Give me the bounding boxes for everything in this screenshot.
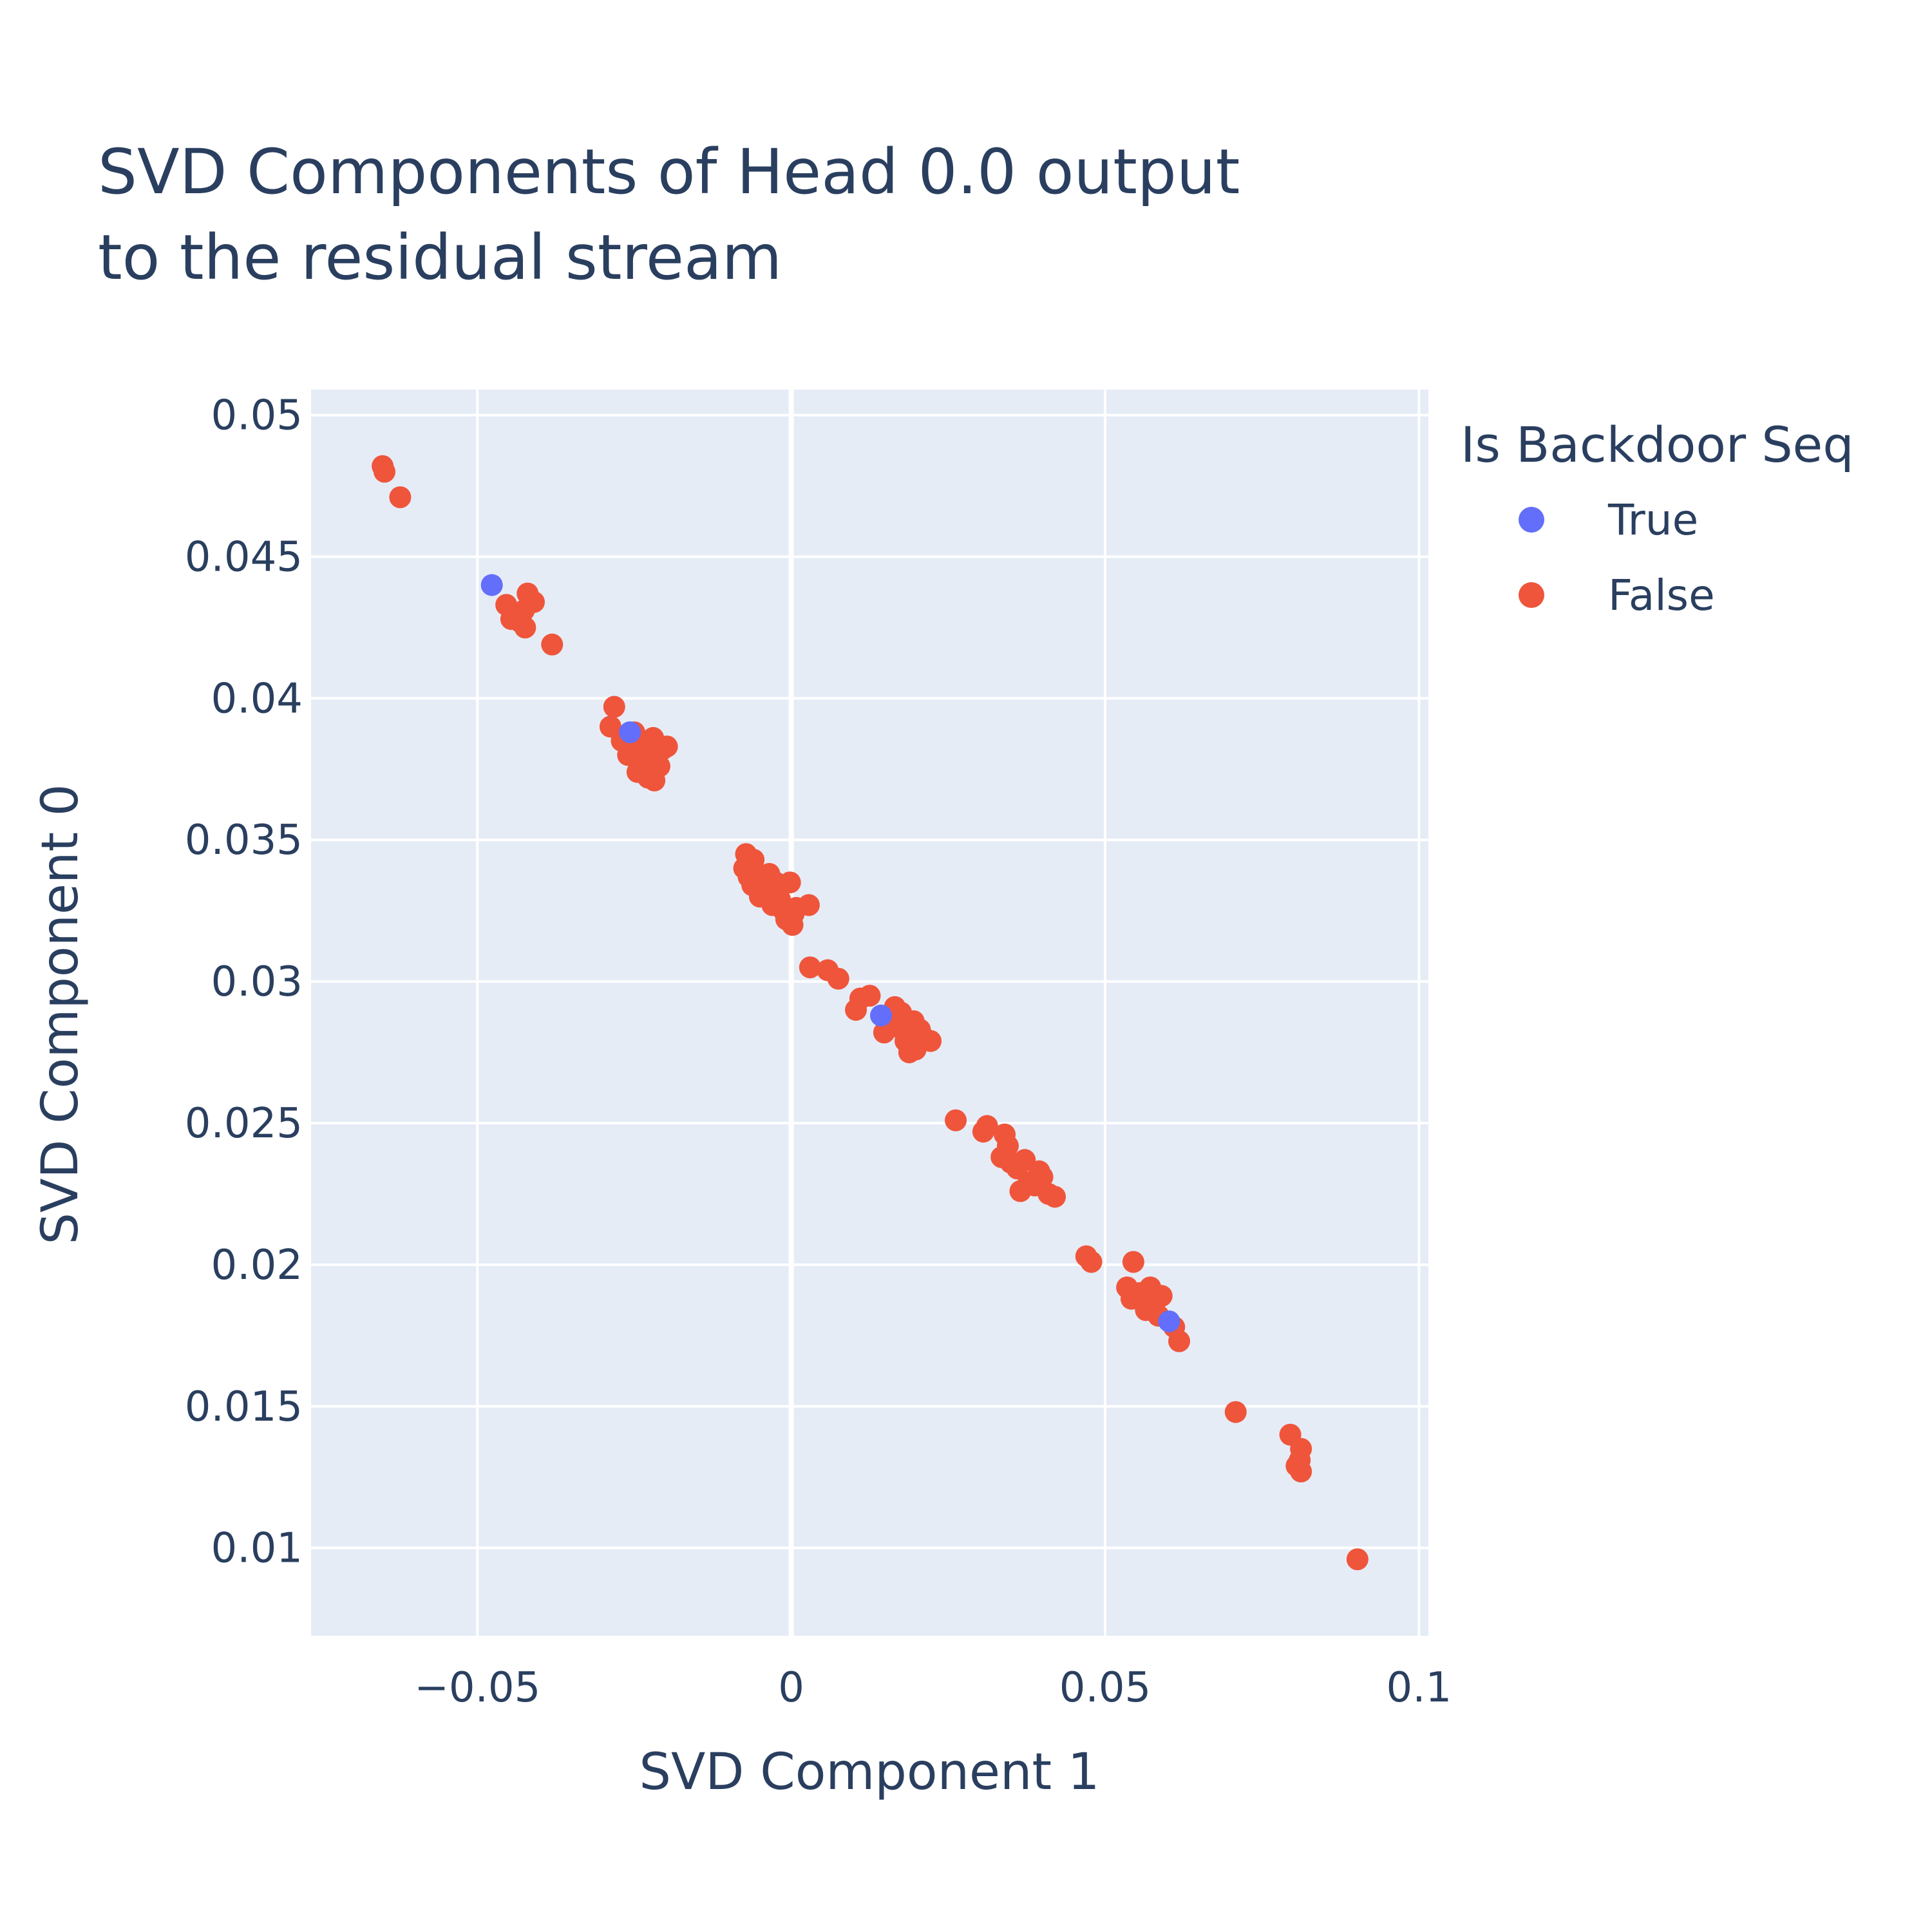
y-tick-label: 0.02: [211, 1242, 303, 1289]
y-axis-ticks: 0.01 0.015 0.02 0.025 0.03 0.035 0.04 0.045 0.05: [185, 392, 303, 1573]
data-point-false[interactable]: [945, 1109, 967, 1132]
y-tick-label: 0.03: [211, 958, 303, 1006]
data-point-false[interactable]: [1224, 1401, 1247, 1423]
legend-marker-false: [1519, 582, 1544, 608]
data-point-false[interactable]: [1150, 1285, 1173, 1307]
x-tick-label: −0.05: [414, 1664, 540, 1712]
y-axis-title: SVD Component 0: [32, 784, 90, 1245]
x-tick-label: 0.05: [1059, 1664, 1151, 1712]
grid-lines: [311, 390, 1428, 1636]
data-point-false[interactable]: [1044, 1186, 1066, 1208]
y-tick-label: 0.015: [185, 1383, 303, 1431]
data-point-false[interactable]: [1168, 1330, 1191, 1352]
y-tick-label: 0.035: [185, 817, 303, 864]
y-tick-label: 0.04: [211, 675, 303, 723]
data-point-false[interactable]: [626, 761, 649, 783]
data-point-false[interactable]: [904, 1038, 927, 1061]
y-tick-label: 0.045: [185, 533, 303, 581]
data-point-false[interactable]: [782, 902, 805, 925]
x-axis-ticks: −0.05 0 0.05 0.1: [414, 1664, 1452, 1712]
data-point-false[interactable]: [858, 985, 881, 1007]
data-point-false[interactable]: [541, 633, 564, 656]
data-point-false[interactable]: [648, 755, 670, 777]
data-point-true[interactable]: [1158, 1310, 1180, 1332]
data-point-false[interactable]: [634, 741, 657, 763]
data-point-false[interactable]: [504, 602, 526, 625]
plot-area: [311, 390, 1428, 1636]
legend-title: Is Backdoor Seq: [1461, 416, 1854, 473]
x-tick-label: 0.1: [1386, 1664, 1452, 1712]
data-point-false[interactable]: [1290, 1460, 1312, 1482]
data-point-false[interactable]: [603, 696, 625, 718]
data-point-false[interactable]: [779, 871, 801, 894]
legend-label-false: False: [1608, 571, 1715, 620]
chart-title-line-2: to the residual stream: [98, 222, 782, 294]
series-true: [480, 574, 1180, 1332]
chart-title-line-1: SVD Components of Head 0.0 output: [98, 136, 1240, 208]
legend-label-true: True: [1607, 495, 1698, 545]
data-point-false[interactable]: [389, 486, 412, 509]
series-false: [372, 455, 1368, 1571]
data-point-false[interactable]: [752, 882, 774, 905]
data-point-false[interactable]: [887, 1016, 909, 1038]
legend-item-true[interactable]: True: [1519, 495, 1698, 545]
data-point-false[interactable]: [1028, 1160, 1050, 1182]
data-point-false[interactable]: [976, 1115, 998, 1137]
y-tick-label: 0.025: [185, 1100, 303, 1148]
data-point-true[interactable]: [480, 574, 503, 596]
y-tick-label: 0.05: [211, 392, 303, 440]
data-point-false[interactable]: [656, 735, 678, 758]
legend-marker-true: [1519, 507, 1544, 533]
x-axis-title: SVD Component 1: [639, 1743, 1100, 1801]
data-points: [372, 455, 1368, 1571]
data-point-false[interactable]: [1080, 1251, 1103, 1273]
data-point-false[interactable]: [827, 967, 849, 990]
legend: Is Backdoor Seq True False: [1461, 416, 1854, 620]
data-point-false[interactable]: [1122, 1251, 1144, 1273]
data-point-false[interactable]: [374, 460, 396, 483]
data-point-false[interactable]: [1346, 1548, 1368, 1571]
y-tick-label: 0.01: [211, 1525, 303, 1573]
data-point-true[interactable]: [870, 1004, 893, 1027]
x-tick-label: 0: [778, 1664, 804, 1712]
data-point-true[interactable]: [619, 721, 641, 744]
data-point-false[interactable]: [799, 956, 821, 979]
legend-item-false[interactable]: False: [1519, 571, 1715, 620]
